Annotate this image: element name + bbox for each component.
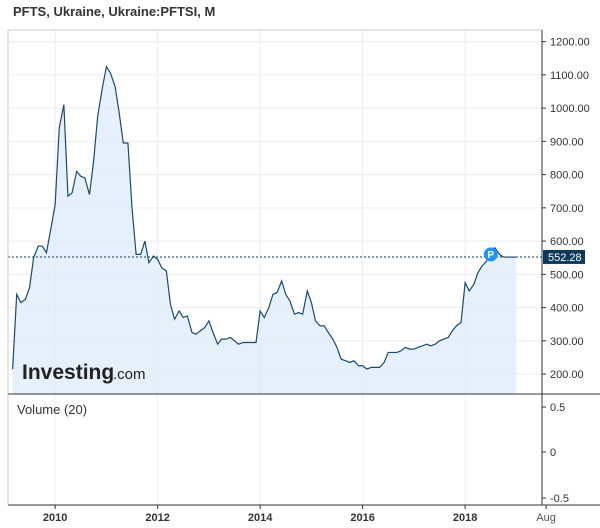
brand-main-text: Investing [22,361,114,384]
price-line[interactable] [12,64,517,370]
y-tick-label: 300.00 [550,336,584,348]
volume-tick-label: -0.5 [550,493,569,505]
volume-label: Volume (20) [17,402,87,417]
price-area-fill [12,66,517,394]
x-tick-label: 2014 [248,512,273,524]
volume-tick-label: 0 [550,447,556,459]
y-tick-label: 200.00 [550,369,584,381]
last-value-badge: 552.28 [543,249,585,264]
y-tick-label: 700.00 [550,203,584,215]
y-tick-label: 800.00 [550,170,584,182]
y-tick-label: 500.00 [550,269,584,281]
investing-logo: Investing .com [22,361,146,384]
svg-text:552.28: 552.28 [548,252,582,264]
x-tick-label: Aug [536,512,556,524]
x-axis-ticks: 2010 2012 2014 2016 2018 Aug [43,505,556,524]
brand-sub-text: .com [113,366,146,383]
y-tick-label: 1000.00 [550,103,590,115]
y-tick-label: 400.00 [550,303,584,315]
volume-y-ticks: 0.5 0 -0.5 [542,402,569,505]
y-tick-label: 1100.00 [550,70,589,82]
chart-title: PFTS, Ukraine, Ukraine:PFTSI, M [13,4,216,19]
x-tick-label: 2016 [350,512,374,524]
x-tick-label: 2010 [43,512,67,524]
volume-tick-label: 0.5 [550,402,565,414]
x-tick-label: 2012 [145,512,169,524]
marker-p-icon[interactable]: P [483,247,498,262]
y-tick-label: 600.00 [550,236,584,248]
y-axis-ticks: 1200.00 1100.00 1000.00 900.00 800.00 700.00 6… [542,37,590,381]
y-tick-label: 1200.00 [550,37,590,49]
y-tick-label: 900.00 [550,136,584,148]
svg-text:P: P [487,250,494,261]
x-tick-label: 2018 [453,512,477,524]
